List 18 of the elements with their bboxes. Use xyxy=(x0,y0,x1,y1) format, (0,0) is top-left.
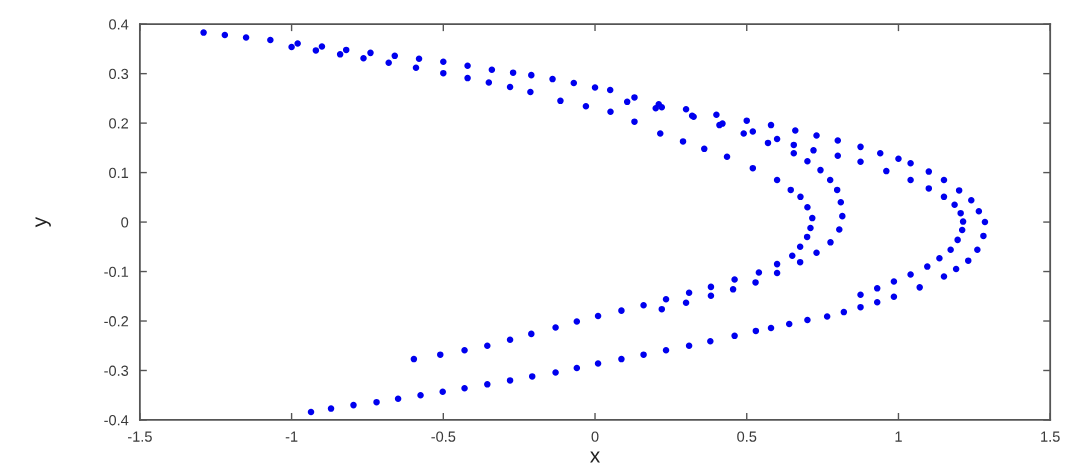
x-tick-label: 0 xyxy=(591,431,599,442)
x-tick-label: -1.5 xyxy=(127,431,152,442)
y-tick-label: -0.3 xyxy=(104,365,129,376)
y-tick-label: 0.2 xyxy=(109,118,129,129)
y-tick-label: 0 xyxy=(121,217,129,228)
x-tick-label: 1 xyxy=(895,431,902,442)
y-tick-label: -0.4 xyxy=(104,415,129,426)
x-axis-title: x xyxy=(590,451,601,463)
y-tick-label: 0.1 xyxy=(109,167,129,179)
x-tick-label: 0.5 xyxy=(737,431,757,442)
x-tick-label: -0.5 xyxy=(431,431,456,442)
y-tick-label: -0.2 xyxy=(104,316,129,327)
y-axis-title: y xyxy=(35,216,51,228)
x-tick-label: -1 xyxy=(285,431,298,442)
y-tick-label: -0.1 xyxy=(104,266,129,277)
y-tick-label: 0.3 xyxy=(109,68,129,80)
y-tick-label: 0.4 xyxy=(109,19,129,30)
x-tick-label: 1.5 xyxy=(1041,431,1060,442)
